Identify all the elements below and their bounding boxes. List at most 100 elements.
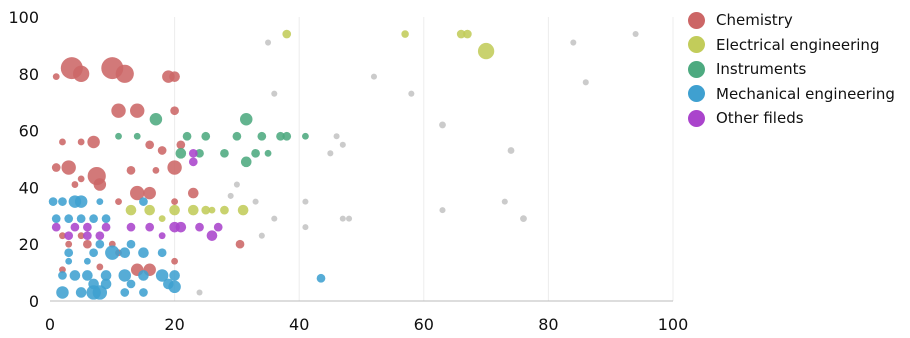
data-point-series-3 xyxy=(120,288,130,297)
data-point-series-3 xyxy=(139,197,148,206)
data-point-series-1 xyxy=(456,29,466,39)
data-point-series-0 xyxy=(126,166,136,175)
data-point-series-3 xyxy=(75,287,87,298)
data-point-series-2 xyxy=(251,148,260,158)
legend-swatch xyxy=(688,60,705,78)
legend-label: Instruments xyxy=(716,60,807,79)
data-point-series-3 xyxy=(48,197,58,206)
data-point-series-0 xyxy=(111,103,126,118)
data-point-series-5 xyxy=(302,198,309,205)
data-point-series-3 xyxy=(56,286,69,299)
legend-label: Mechanical engineering xyxy=(716,84,895,103)
data-point-series-5 xyxy=(439,121,446,129)
x-tick-label: 0 xyxy=(45,315,55,334)
data-point-series-4 xyxy=(213,222,223,232)
data-point-series-3 xyxy=(64,214,74,223)
data-point-series-4 xyxy=(83,231,92,241)
data-point-series-0 xyxy=(130,185,145,201)
data-point-series-0 xyxy=(115,64,134,83)
data-point-series-3 xyxy=(51,214,61,223)
data-point-series-0 xyxy=(115,198,122,206)
y-tick-label: 60 xyxy=(19,122,39,141)
legend-item: Electrical engineering xyxy=(688,33,895,58)
y-tick-label: 80 xyxy=(19,65,39,84)
data-point-series-3 xyxy=(126,239,136,249)
data-point-series-4 xyxy=(64,231,74,241)
data-point-series-0 xyxy=(152,166,160,174)
legend: Chemistry Electrical engineering Instrumen… xyxy=(688,8,895,131)
data-point-series-4 xyxy=(158,232,166,240)
data-point-series-2 xyxy=(232,131,242,141)
data-point-series-3 xyxy=(155,269,169,282)
data-point-series-5 xyxy=(632,31,639,38)
data-point-series-5 xyxy=(302,224,309,231)
data-point-series-1 xyxy=(220,205,229,215)
y-tick-label: 100 xyxy=(8,8,39,27)
data-point-series-0 xyxy=(77,175,85,183)
data-point-series-3 xyxy=(119,247,131,259)
data-point-series-5 xyxy=(439,207,446,214)
data-point-series-3 xyxy=(65,257,73,265)
x-tick-label: 40 xyxy=(289,315,309,334)
y-tick-label: 0 xyxy=(29,292,39,311)
data-point-series-4 xyxy=(188,157,198,167)
data-point-series-5 xyxy=(370,73,377,80)
data-point-series-5 xyxy=(258,232,265,239)
data-point-series-0 xyxy=(170,106,179,116)
data-point-series-2 xyxy=(282,131,292,141)
data-point-series-3 xyxy=(64,248,74,258)
data-point-series-2 xyxy=(276,131,285,141)
data-point-series-1 xyxy=(237,204,249,216)
data-point-series-2 xyxy=(257,131,267,141)
data-point-series-0 xyxy=(145,140,155,150)
x-axis-ticks: 0 20 40 60 80 100 xyxy=(45,315,688,334)
data-point-series-3 xyxy=(89,248,98,258)
data-point-series-5 xyxy=(227,192,234,199)
data-point-series-2 xyxy=(264,149,272,157)
legend-swatch xyxy=(688,11,705,29)
data-point-series-3 xyxy=(138,247,149,259)
data-point-series-2 xyxy=(195,148,204,158)
data-point-series-0 xyxy=(51,163,61,172)
legend-item: Mechanical engineering xyxy=(688,82,895,107)
data-point-series-3 xyxy=(69,270,81,281)
data-point-series-5 xyxy=(501,198,508,205)
data-point-series-3 xyxy=(92,285,108,300)
data-point-series-0 xyxy=(73,65,90,82)
data-point-series-3 xyxy=(100,270,112,281)
data-point-series-4 xyxy=(83,222,92,232)
data-point-series-1 xyxy=(169,204,180,216)
legend-label: Chemistry xyxy=(716,11,793,30)
y-tick-label: 20 xyxy=(19,235,39,254)
y-axis-ticks: 0 20 40 60 80 100 xyxy=(8,8,39,311)
data-point-series-0 xyxy=(87,135,100,149)
legend-label: Other fileds xyxy=(716,109,804,128)
data-point-series-3 xyxy=(118,269,132,282)
data-point-series-4 xyxy=(51,222,61,232)
x-tick-label: 20 xyxy=(164,315,184,334)
data-point-series-1 xyxy=(201,205,211,215)
data-point-series-0 xyxy=(61,160,76,175)
data-point-series-0 xyxy=(157,146,167,155)
data-point-series-3 xyxy=(168,280,181,294)
data-point-series-5 xyxy=(339,141,346,148)
data-point-series-0 xyxy=(171,257,179,265)
legend-label: Electrical engineering xyxy=(716,35,880,54)
data-point-series-4 xyxy=(101,222,111,232)
data-point-series-3 xyxy=(58,271,67,280)
data-point-series-2 xyxy=(239,112,253,126)
data-point-series-1 xyxy=(401,30,409,38)
data-point-series-3 xyxy=(126,279,136,289)
data-point-series-0 xyxy=(187,187,199,199)
data-point-series-3 xyxy=(157,248,167,258)
data-point-series-2 xyxy=(302,132,309,140)
grid-lines xyxy=(174,17,674,301)
data-point-series-0 xyxy=(176,140,186,150)
data-point-series-2 xyxy=(149,112,163,126)
data-point-series-5 xyxy=(346,215,353,222)
legend-swatch xyxy=(688,36,705,54)
data-point-series-4 xyxy=(126,222,136,232)
data-point-series-2 xyxy=(115,132,122,140)
data-point-series-5 xyxy=(327,150,334,157)
